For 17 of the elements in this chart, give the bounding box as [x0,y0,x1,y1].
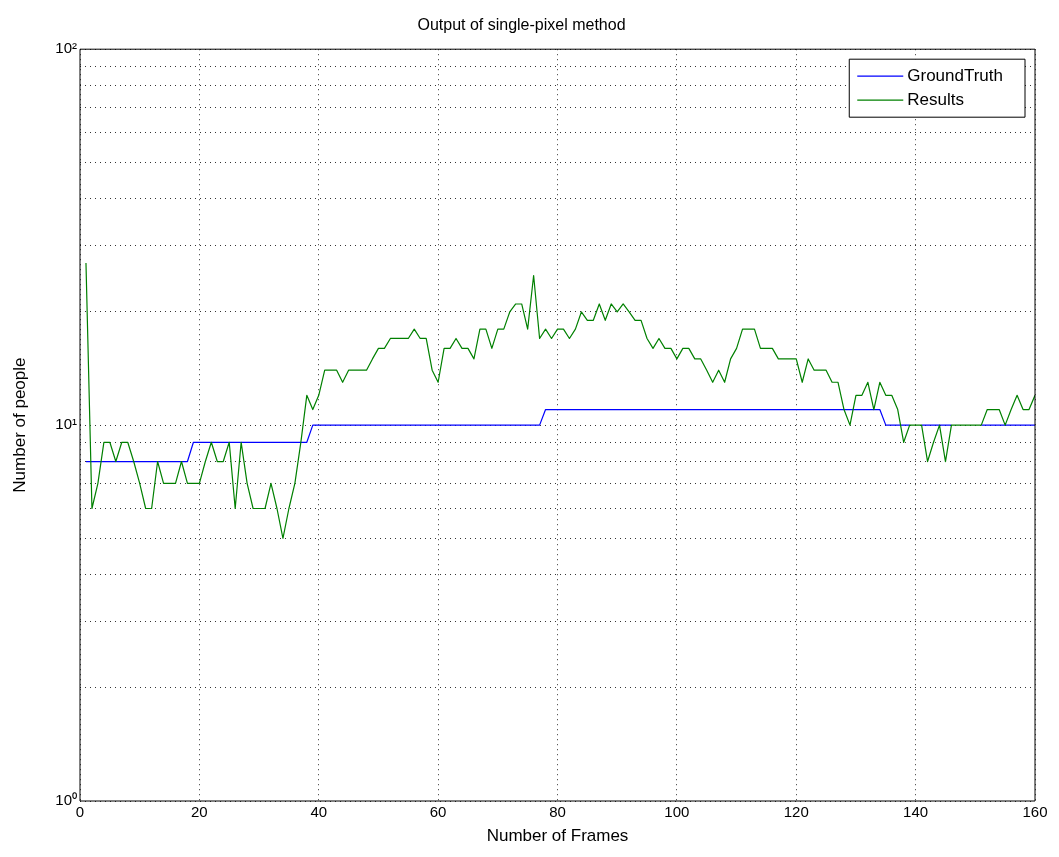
y-tick-label: 10⁰ [55,791,77,809]
x-tick-label: 140 [903,803,929,821]
x-tick-label: 100 [664,803,690,821]
x-tick-label: 120 [783,803,809,821]
x-tick-label: 20 [191,803,208,821]
x-axis-title: Number of Frames [486,826,629,846]
x-tick-label: 0 [75,803,85,821]
x-tick-label: 40 [310,803,328,821]
y-tick-label: 10¹ [55,415,77,433]
legend-label: Results [907,89,964,109]
chart-title: Output of single-pixel method [417,16,626,34]
y-axis-title: Number of people [9,357,29,493]
x-tick-label: 60 [429,803,447,821]
y-tick-label: 10² [55,39,77,57]
x-tick-label: 160 [1022,803,1048,821]
x-tick-label: 80 [549,803,566,821]
legend-label: GroundTruth [907,65,1003,85]
